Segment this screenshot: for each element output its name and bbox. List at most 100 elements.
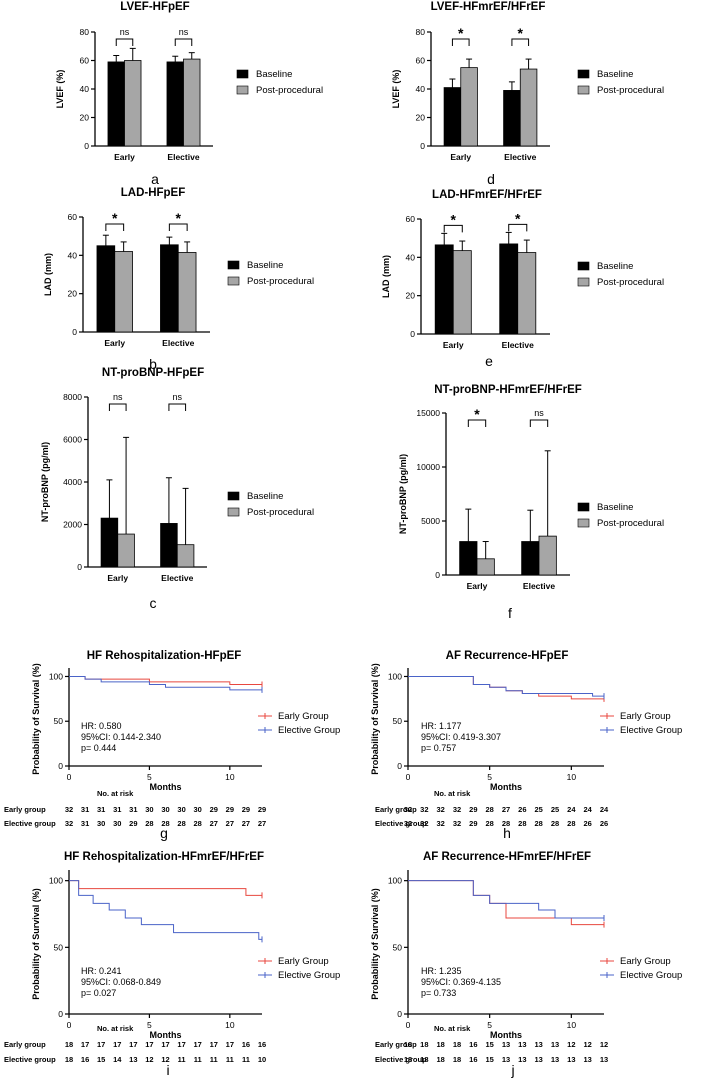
legend-swatch-baseline	[577, 261, 590, 271]
risk-cell: 29	[469, 819, 477, 828]
x-tick-label: Elective	[502, 340, 534, 350]
risk-cell: 13	[534, 1055, 542, 1064]
legend-swatch-baseline	[227, 260, 240, 270]
chart-title: HF Rehospitalization-HFpEF	[87, 650, 242, 662]
bar-baseline-early	[100, 517, 119, 568]
significance-bracket	[174, 38, 193, 46]
legend-label: Elective Group	[278, 970, 340, 981]
y-axis-label: Probability of Survival (%)	[370, 663, 380, 775]
risk-cell: 32	[420, 819, 428, 828]
x-tick-label: 0	[67, 1020, 72, 1030]
chart-title: LVEF-HFmrEF/HFrEF	[431, 1, 546, 13]
risk-cell: 27	[226, 819, 234, 828]
significance-bracket	[168, 403, 187, 411]
risk-cell: 16	[81, 1055, 89, 1064]
risk-cell: 13	[502, 1040, 510, 1049]
risk-cell: 31	[113, 805, 121, 814]
bar-post-early	[460, 67, 478, 147]
y-tick-label: 80	[416, 27, 426, 37]
y-axis-label: Probability of Survival (%)	[31, 663, 41, 775]
legend-swatch-post	[227, 276, 240, 286]
risk-cell: 16	[469, 1055, 477, 1064]
risk-cell: 17	[145, 1040, 153, 1049]
risk-cell: 28	[177, 819, 185, 828]
legend-label: Early Group	[620, 956, 671, 967]
risk-cell: 18	[65, 1055, 73, 1064]
legend-swatch-post	[577, 518, 590, 528]
legend-swatch-post	[227, 507, 240, 517]
risk-cell: 29	[469, 805, 477, 814]
significance-bracket	[443, 224, 463, 233]
risk-cell: 29	[210, 805, 218, 814]
bar-baseline-elective	[160, 244, 179, 333]
y-tick-label: 100	[49, 876, 63, 886]
panel-label: h	[503, 825, 511, 841]
risk-cell: 17	[193, 1040, 201, 1049]
y-tick-label: 20	[416, 113, 426, 123]
bar-chart-d: LVEF-HFmrEF/HFrEF d 0 20 40 60 80 LVEF (%) Early…	[391, 1, 664, 187]
confidence-interval: 95%CI: 0.068-0.849	[81, 977, 161, 987]
x-tick-label: 10	[567, 1020, 577, 1030]
y-tick-label: 100	[388, 876, 402, 886]
x-tick-label: 10	[567, 772, 577, 782]
risk-cell: 17	[129, 1040, 137, 1049]
legend-label: Elective Group	[620, 725, 682, 736]
risk-cell: 13	[551, 1055, 559, 1064]
y-tick-label: 50	[54, 716, 64, 726]
risk-cell: 11	[210, 1055, 218, 1064]
risk-table-title: No. at risk	[97, 789, 134, 798]
risk-cell: 16	[258, 1040, 266, 1049]
x-tick-label: 0	[406, 1020, 411, 1030]
y-axis-label: Probability of Survival (%)	[31, 888, 41, 1000]
bar-chart-e: LAD-HFmrEF/HFrEF e 0 20 40 60 LAD (mm) Early * El…	[381, 189, 664, 369]
significance-label: *	[515, 210, 521, 226]
risk-row-label: Elective group	[375, 819, 427, 828]
bar-post-elective	[517, 252, 537, 335]
risk-row-label: Early group	[375, 805, 417, 814]
chart-title: HF Rehospitalization-HFmrEF/HFrEF	[64, 851, 264, 863]
risk-cell: 30	[97, 819, 105, 828]
x-tick-label: Elective	[504, 152, 536, 162]
y-tick-label: 0	[420, 141, 425, 151]
risk-cell: 10	[258, 1055, 266, 1064]
legend-label: Post-procedural	[597, 518, 664, 529]
panel-label: g	[160, 825, 168, 841]
risk-cell: 13	[129, 1055, 137, 1064]
bar-baseline-early	[107, 61, 125, 147]
risk-cell: 28	[161, 819, 169, 828]
risk-cell: 30	[177, 805, 185, 814]
legend-label: Baseline	[247, 260, 283, 271]
chart-title: NT-proBNP-HFpEF	[102, 367, 204, 379]
risk-row-label: Elective group	[375, 1055, 427, 1064]
p-value: p= 0.757	[421, 743, 456, 753]
panel-label: f	[508, 605, 512, 621]
risk-row-label: Early group	[4, 1040, 46, 1049]
p-value: p= 0.444	[81, 743, 116, 753]
risk-cell: 32	[404, 805, 412, 814]
legend-label: Baseline	[597, 69, 633, 80]
survival-curve-elective	[408, 675, 604, 697]
panel-label: d	[487, 171, 495, 187]
p-value: p= 0.733	[421, 988, 456, 998]
significance-bracket	[108, 403, 127, 411]
risk-cell: 15	[485, 1040, 493, 1049]
y-tick-label: 10000	[416, 462, 440, 472]
risk-row-label: Elective group	[4, 819, 56, 828]
legend-label: Post-procedural	[247, 507, 314, 518]
risk-cell: 27	[258, 819, 266, 828]
risk-cell: 32	[436, 805, 444, 814]
legend-label: Post-procedural	[256, 85, 323, 96]
y-tick-label: 60	[406, 214, 416, 224]
y-tick-label: 60	[68, 212, 78, 222]
x-tick-label: 10	[225, 1020, 235, 1030]
km-chart-g: HF Rehospitalization-HFpEF g 0 50 100 0 5 10 Mon…	[4, 650, 340, 841]
y-tick-label: 40	[68, 250, 78, 260]
risk-cell: 18	[404, 1055, 412, 1064]
risk-cell: 12	[567, 1040, 575, 1049]
bar-post-early	[476, 558, 495, 576]
y-tick-label: 0	[84, 141, 89, 151]
y-tick-label: 4000	[63, 477, 82, 487]
y-tick-label: 100	[388, 671, 402, 681]
x-tick-label: Early	[114, 152, 135, 162]
risk-cell: 18	[420, 1055, 428, 1064]
